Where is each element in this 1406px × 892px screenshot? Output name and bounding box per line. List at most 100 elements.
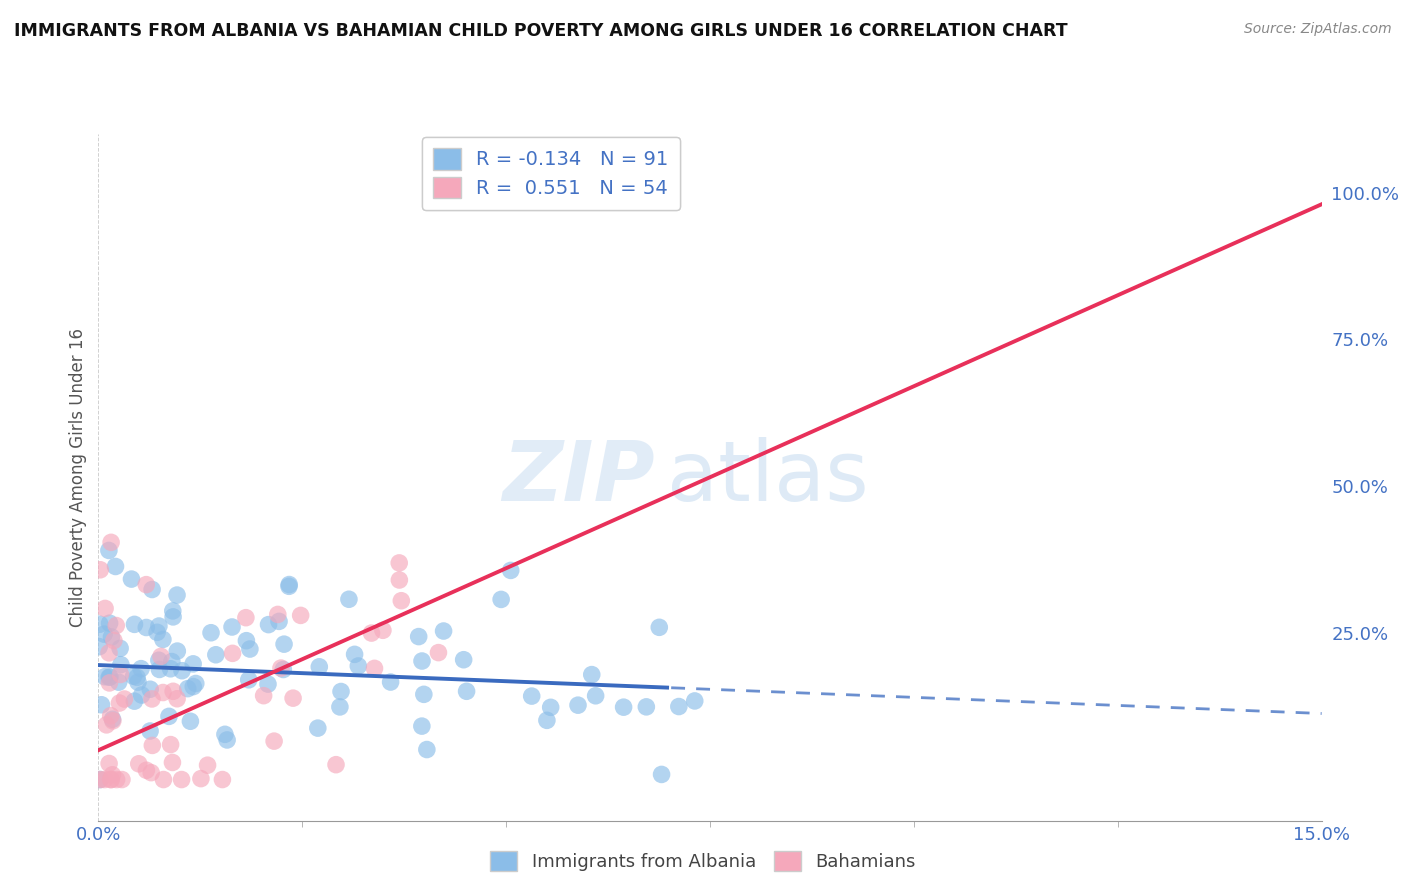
Point [105, 618, 128, 632]
Point [127, 675, 149, 690]
Point [427, 646, 450, 660]
Point [159, 738, 181, 752]
Legend: R = -0.134   N = 91, R =  0.551   N = 54: R = -0.134 N = 91, R = 0.551 N = 54 [422, 136, 681, 211]
Point [214, 727, 236, 741]
Point [651, 767, 673, 781]
Point [111, 772, 134, 787]
Point [253, 689, 276, 703]
Point [122, 669, 145, 683]
Point [98, 670, 121, 684]
Point [100, 708, 122, 723]
Point [197, 758, 219, 772]
Point [235, 633, 257, 648]
Point [239, 642, 262, 657]
Point [100, 772, 122, 787]
Point [371, 624, 394, 638]
Point [270, 661, 292, 675]
Point [585, 689, 607, 703]
Point [166, 691, 188, 706]
Point [166, 588, 188, 602]
Point [205, 648, 228, 662]
Point [411, 654, 433, 668]
Point [411, 719, 433, 733]
Point [152, 685, 174, 699]
Point [148, 663, 170, 677]
Point [636, 699, 658, 714]
Point [432, 624, 454, 638]
Text: ZIP: ZIP [502, 437, 655, 517]
Point [146, 625, 169, 640]
Point [388, 573, 411, 587]
Point [124, 617, 146, 632]
Point [135, 577, 157, 591]
Text: Source: ZipAtlas.com: Source: ZipAtlas.com [1244, 22, 1392, 37]
Point [170, 772, 193, 787]
Text: atlas: atlas [668, 437, 869, 517]
Point [308, 660, 330, 674]
Point [124, 694, 146, 708]
Point [100, 630, 122, 644]
Point [101, 768, 124, 782]
Point [408, 630, 430, 644]
Point [267, 607, 290, 622]
Point [290, 608, 312, 623]
Point [263, 734, 285, 748]
Point [389, 593, 412, 607]
Point [93, 627, 115, 641]
Point [162, 610, 184, 624]
Point [110, 657, 132, 672]
Legend: Immigrants from Albania, Bahamians: Immigrants from Albania, Bahamians [482, 844, 924, 879]
Point [90, 698, 112, 712]
Point [581, 667, 603, 681]
Point [177, 681, 200, 696]
Point [179, 714, 201, 729]
Point [380, 675, 402, 690]
Point [101, 712, 124, 726]
Point [162, 684, 184, 698]
Point [110, 667, 132, 681]
Point [98, 616, 121, 631]
Point [221, 620, 243, 634]
Point [343, 648, 366, 662]
Point [267, 615, 290, 629]
Point [456, 684, 478, 698]
Point [347, 659, 370, 673]
Point [152, 632, 174, 647]
Point [131, 688, 153, 702]
Point [103, 633, 125, 648]
Point [360, 626, 382, 640]
Point [98, 676, 121, 690]
Point [94, 601, 117, 615]
Point [388, 556, 411, 570]
Point [238, 673, 260, 687]
Point [98, 756, 121, 771]
Point [96, 718, 118, 732]
Point [499, 563, 522, 577]
Point [329, 700, 352, 714]
Point [93, 772, 115, 787]
Point [211, 772, 233, 787]
Point [159, 662, 181, 676]
Point [121, 572, 143, 586]
Point [89, 772, 111, 787]
Point [152, 772, 174, 787]
Point [139, 724, 162, 739]
Point [257, 677, 280, 691]
Point [221, 646, 243, 660]
Point [162, 756, 184, 770]
Point [141, 582, 163, 597]
Point [94, 670, 117, 684]
Point [125, 670, 148, 684]
Point [160, 655, 183, 669]
Point [278, 579, 301, 593]
Text: IMMIGRANTS FROM ALBANIA VS BAHAMIAN CHILD POVERTY AMONG GIRLS UNDER 16 CORRELATI: IMMIGRANTS FROM ALBANIA VS BAHAMIAN CHIL… [14, 22, 1067, 40]
Point [567, 698, 589, 713]
Point [108, 641, 131, 656]
Point [489, 592, 512, 607]
Point [98, 670, 121, 684]
Point [149, 649, 172, 664]
Point [135, 764, 157, 778]
Point [105, 772, 128, 787]
Point [536, 714, 558, 728]
Y-axis label: Child Poverty Among Girls Under 16: Child Poverty Among Girls Under 16 [69, 327, 87, 627]
